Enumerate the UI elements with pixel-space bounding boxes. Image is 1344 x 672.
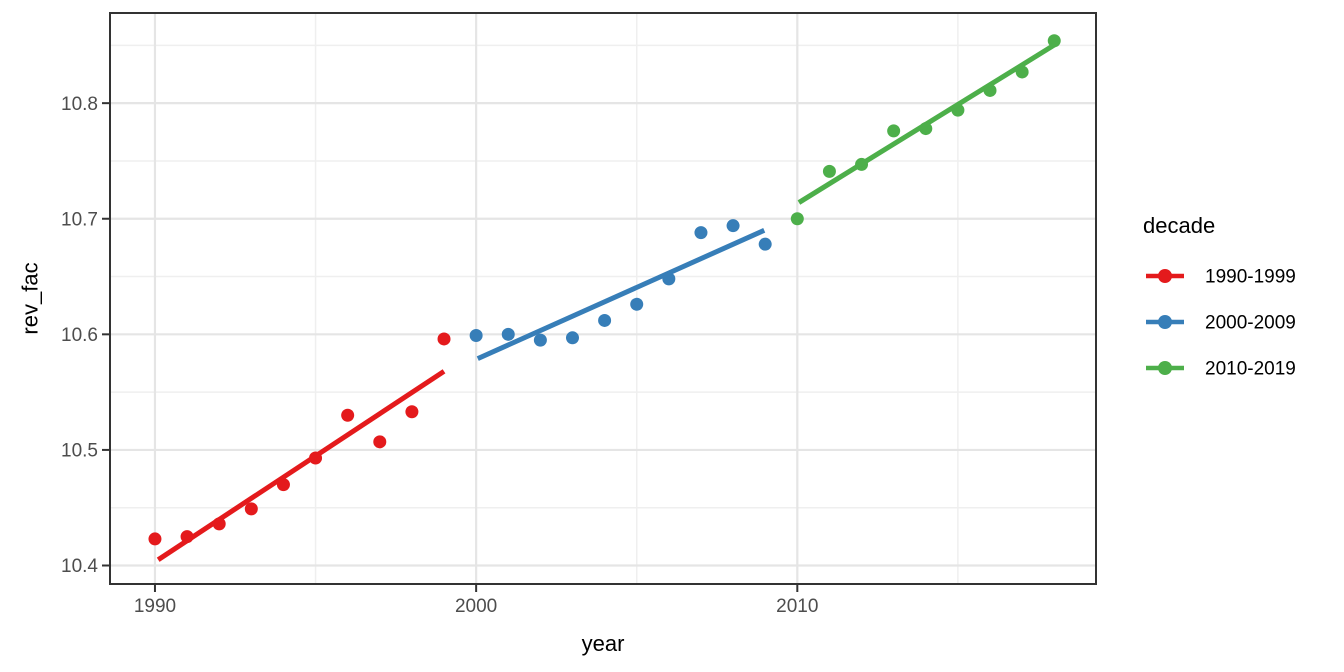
x-axis-title: year <box>582 631 625 656</box>
y-tick-label-10.5: 10.5 <box>61 441 98 462</box>
data-point-2000-2009-2001 <box>501 327 515 341</box>
data-point-1990-1999-1998 <box>405 405 419 419</box>
y-tick-label-10.8: 10.8 <box>61 94 98 115</box>
trend-line-2010-2019 <box>797 40 1059 205</box>
legend-item-1990-1999: 1990-1999 <box>1146 267 1296 288</box>
legend-item-2000-2009: 2000-2009 <box>1146 313 1296 334</box>
data-point-2000-2009-2007 <box>694 226 708 240</box>
data-point-1990-1999-1997 <box>373 435 387 449</box>
series-2010-2019 <box>790 34 1061 226</box>
panel-background <box>110 13 1096 584</box>
series-1990-1999 <box>148 332 451 562</box>
data-point-2000-2009-2005 <box>630 297 644 311</box>
legend: decade 1990-1999 2000-2009 2010-2019 <box>1143 213 1296 380</box>
legend-key-dot-2010-2019 <box>1158 361 1172 375</box>
data-point-2000-2009-2009 <box>758 237 772 251</box>
data-point-2010-2019-2013 <box>887 124 901 138</box>
panel-border <box>109 12 1097 585</box>
data-point-2000-2009-2000 <box>469 328 483 342</box>
legend-item-label-2000-2009: 2000-2009 <box>1205 313 1296 334</box>
legend-title: decade <box>1143 213 1215 238</box>
y-tick-label-10.4: 10.4 <box>61 556 98 577</box>
data-point-2000-2009-2003 <box>565 331 579 345</box>
y-axis-title: rev_fac <box>18 262 43 334</box>
x-tick-label-2010: 2010 <box>776 596 818 617</box>
series-2000-2009 <box>469 219 772 361</box>
x-tick-label-2000: 2000 <box>455 596 497 617</box>
data-point-1990-1999-1990 <box>148 532 162 546</box>
legend-key-dot-2000-2009 <box>1158 315 1172 329</box>
y-tick-label-10.7: 10.7 <box>61 209 98 230</box>
trend-line-1990-1999 <box>156 369 446 562</box>
legend-key-dot-1990-1999 <box>1158 269 1172 283</box>
data-point-1990-1999-1999 <box>437 332 451 346</box>
data-point-2010-2019-2011 <box>822 164 836 178</box>
data-point-1990-1999-1993 <box>244 502 258 516</box>
x-tick-label-1990: 1990 <box>134 596 176 617</box>
legend-item-label-1990-1999: 1990-1999 <box>1205 267 1296 288</box>
legend-item-2010-2019: 2010-2019 <box>1146 359 1296 380</box>
data-point-2000-2009-2002 <box>533 333 547 347</box>
data-point-2000-2009-2008 <box>726 219 740 233</box>
data-point-1990-1999-1996 <box>341 408 355 422</box>
legend-item-label-2010-2019: 2010-2019 <box>1205 359 1296 380</box>
data-point-2010-2019-2010 <box>790 212 804 226</box>
trend-line-2000-2009 <box>476 228 766 361</box>
y-tick-label-10.6: 10.6 <box>61 325 98 346</box>
data-point-2000-2009-2004 <box>598 313 612 327</box>
